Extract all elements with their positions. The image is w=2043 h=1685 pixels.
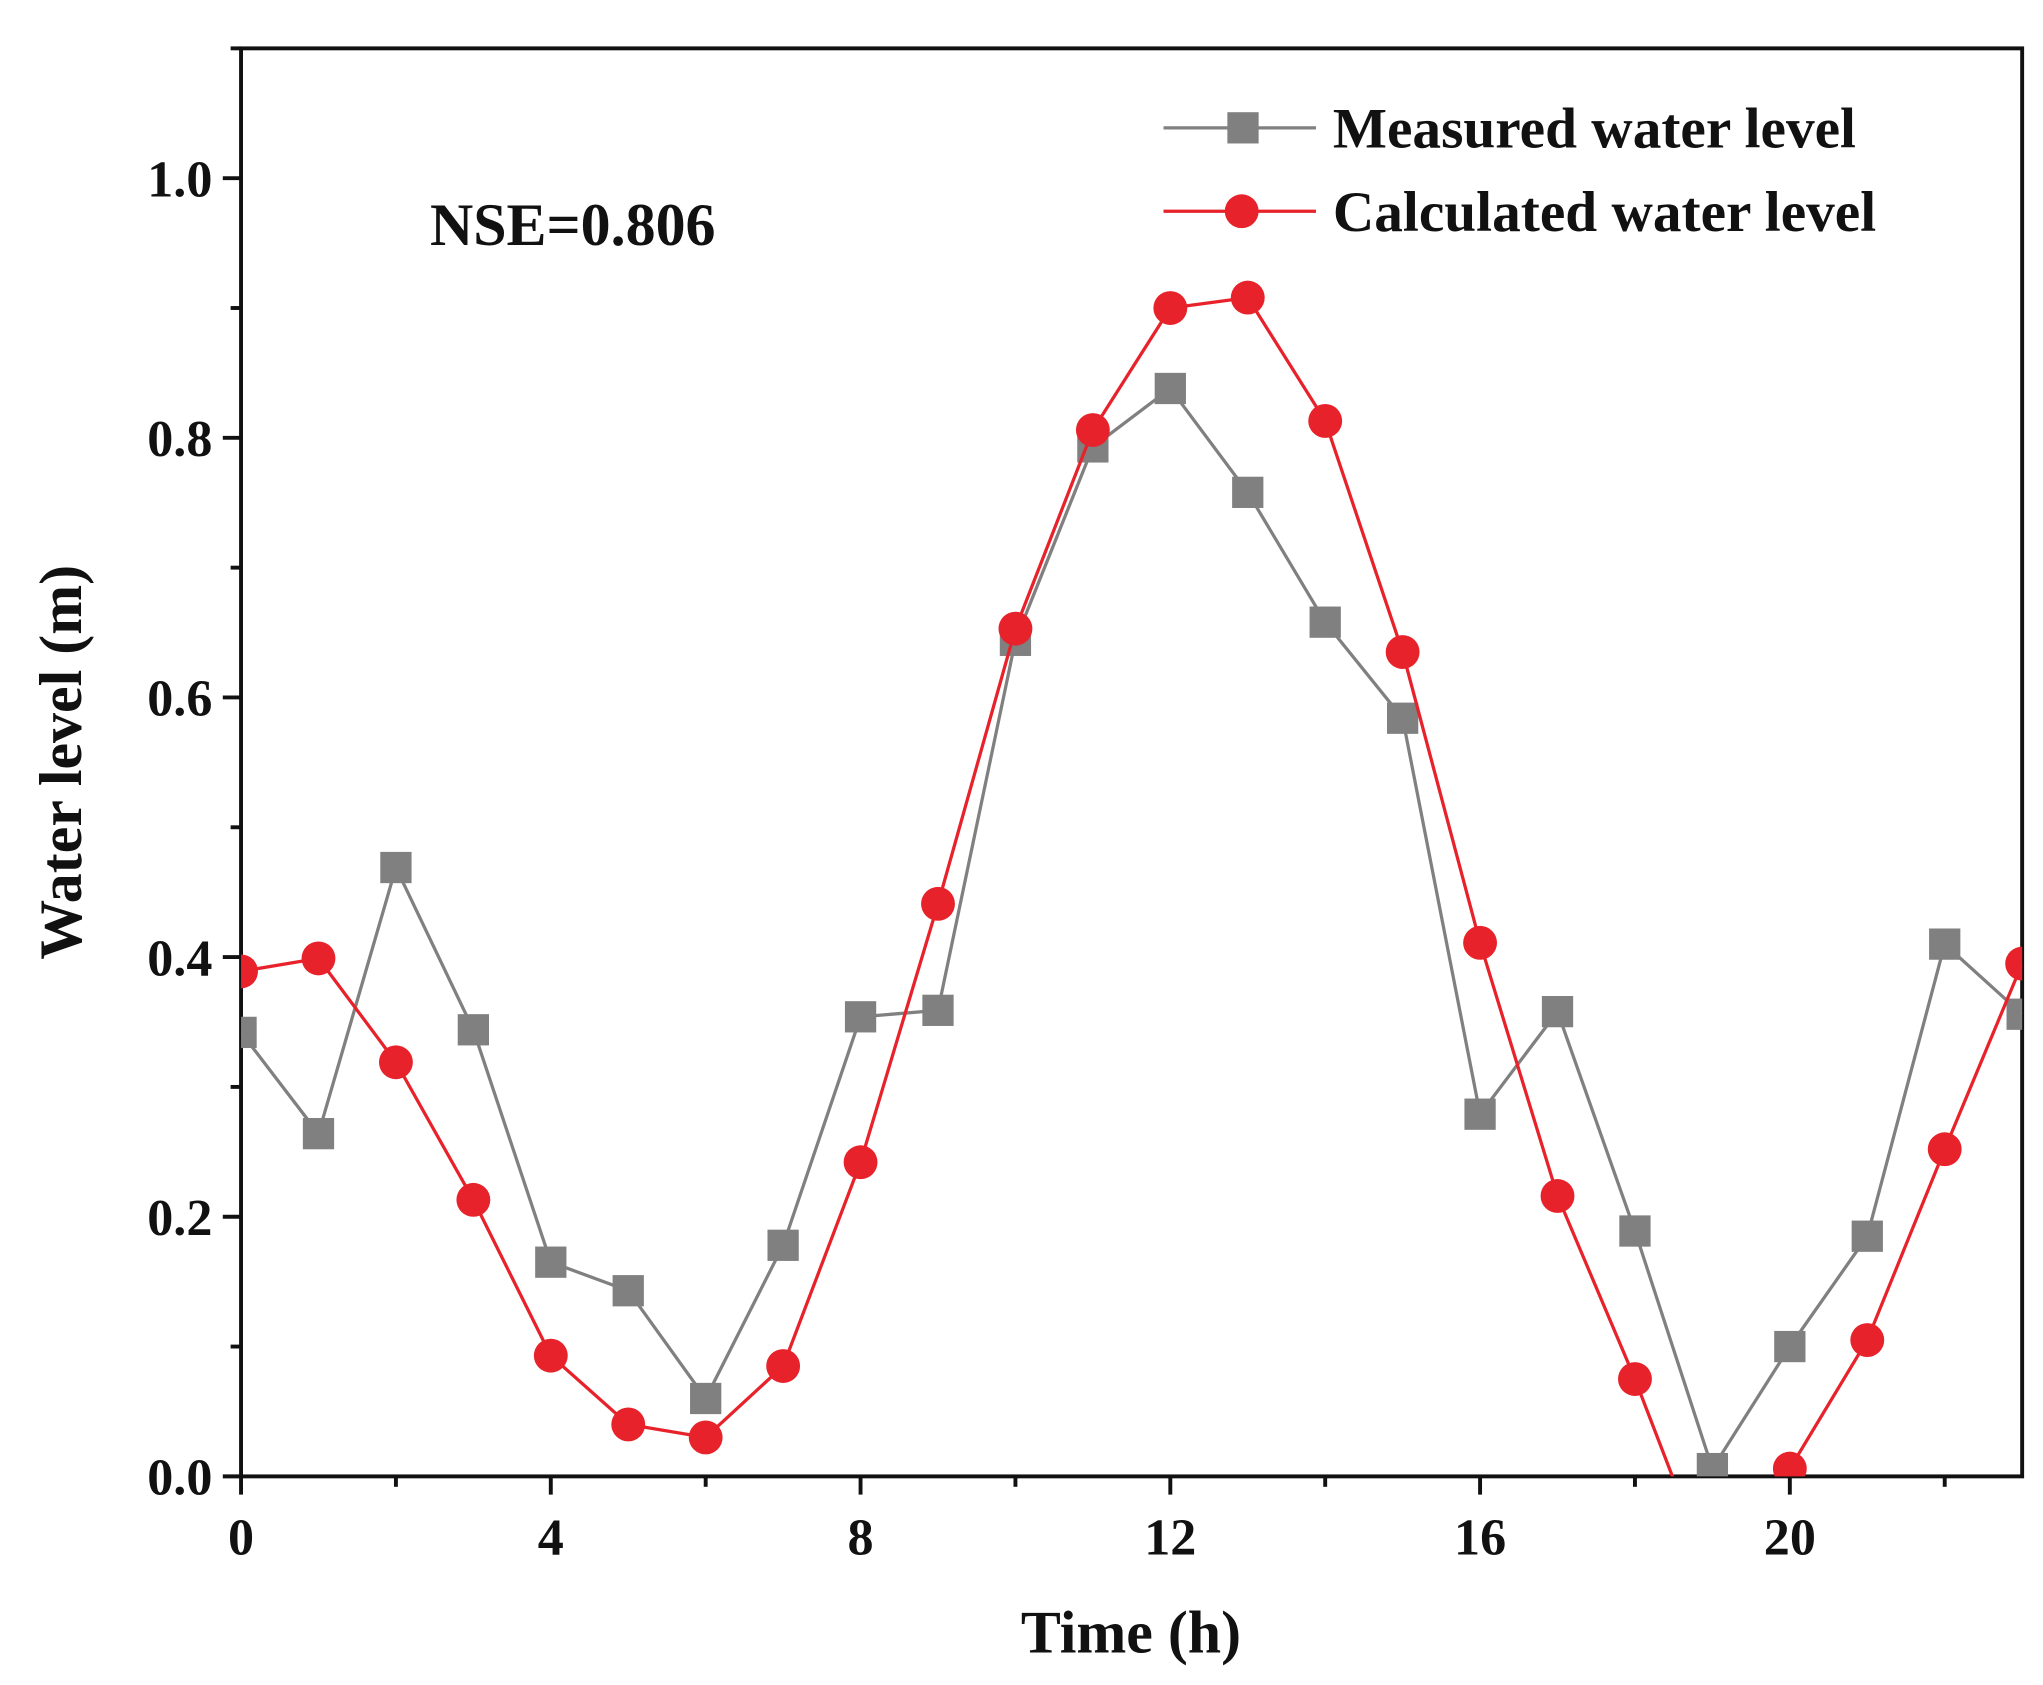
calculated-point (843, 1145, 878, 1180)
calculated-point (611, 1407, 646, 1442)
axes: 0 4 8 12 16 20 0.0 0.2 0.4 0.6 0.8 1.0 (147, 46, 2025, 1567)
measured-point (457, 1014, 489, 1046)
calculated-point (1308, 404, 1343, 438)
calculated-point (1540, 1179, 1575, 1213)
legend-label: Measured water level (1333, 97, 1856, 160)
measured-point (767, 1229, 799, 1261)
calculated-point (1772, 1451, 1807, 1477)
measured-point (1774, 1330, 1806, 1363)
measured-point (535, 1246, 567, 1278)
y-tick-label: 0.0 (147, 1450, 212, 1507)
calculated-point (766, 1349, 801, 1383)
calculated-point (533, 1338, 568, 1373)
measured-point (844, 1001, 877, 1033)
legend-label: Calculated water level (1333, 181, 1876, 244)
x-tick-label: 0 (228, 1510, 254, 1567)
x-tick-label: 8 (848, 1510, 874, 1567)
measured-point (1464, 1098, 1496, 1130)
calculated-point (921, 886, 955, 921)
x-tick-label: 20 (1764, 1510, 1816, 1567)
measured-point (1851, 1220, 1883, 1252)
measured-point (1696, 1452, 1729, 1477)
calculated-point (1927, 1132, 1962, 1167)
measured-point (241, 1016, 257, 1049)
calculated-point (1695, 1563, 1729, 1597)
calculated-point (998, 611, 1033, 646)
measured-point (302, 1118, 335, 1150)
y-axis-label: Water level (m) (28, 565, 94, 960)
measured-point (2006, 998, 2023, 1030)
y-tick-label: 0.6 (147, 671, 212, 728)
calculated-point (688, 1420, 723, 1455)
measured-point (380, 851, 412, 884)
calculated-point (1075, 413, 1110, 447)
x-tick-label: 12 (1144, 1510, 1196, 1567)
y-tick-label: 1.0 (147, 151, 212, 208)
plot-frame (239, 46, 2025, 1479)
y-tick-label: 0.4 (147, 930, 212, 987)
x-axis-label: Time (h) (1021, 1599, 1241, 1665)
legend-circle-marker (1224, 194, 1259, 229)
legend-square-marker (1227, 112, 1259, 144)
nse-annotation: NSE=0.806 (430, 192, 716, 258)
measured-point (1309, 606, 1341, 638)
calculated-point (301, 941, 336, 976)
series-line-calculated (241, 295, 2023, 1477)
series-line-measured (241, 386, 2023, 1473)
calculated-point (1618, 1362, 1652, 1396)
calculated-point (1463, 925, 1498, 960)
measured-point (612, 1275, 644, 1307)
calculated-point (241, 954, 258, 989)
measured-point (922, 994, 954, 1026)
calculated-point (2005, 946, 2023, 981)
calculated-point (1153, 291, 1188, 325)
measured-point (690, 1382, 722, 1415)
measured-point (1387, 702, 1419, 734)
y-tick-label: 0.8 (147, 411, 212, 468)
measured-point (1154, 372, 1186, 405)
measured-point (1541, 995, 1574, 1028)
legend: Measured water level Calculated water lev… (1163, 97, 1876, 244)
measured-point (1232, 476, 1264, 508)
measured-point (1619, 1215, 1651, 1247)
calculated-point (1850, 1323, 1885, 1358)
calculated-point (1230, 280, 1265, 315)
calculated-point (378, 1045, 413, 1080)
x-tick-label: 16 (1454, 1510, 1506, 1567)
measured-point (1929, 928, 1961, 960)
calculated-point (456, 1182, 491, 1217)
calculated-point (1385, 635, 1420, 669)
y-tick-label: 0.2 (147, 1190, 212, 1247)
series-layer (241, 280, 2023, 1597)
x-tick-label: 4 (538, 1510, 564, 1567)
